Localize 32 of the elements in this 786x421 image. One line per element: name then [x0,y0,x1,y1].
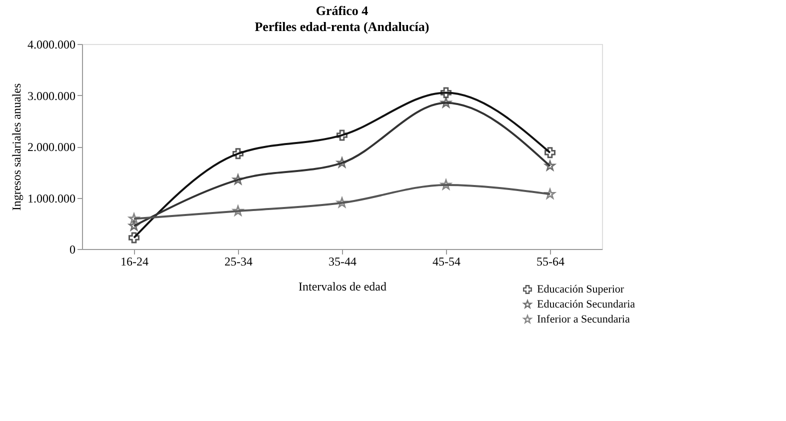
y-tick-label: 0 [70,242,76,256]
point [544,188,556,199]
point [336,157,348,168]
legend-label: Inferior a Secundaria [537,314,630,326]
point [232,206,244,216]
x-tick-label: 55-64 [536,254,564,268]
x-tick-label: 25-34 [224,254,252,268]
chart-title: Gráfico 4 [316,3,369,18]
x-tick-label: 35-44 [328,254,356,268]
point [336,197,348,208]
point [232,148,244,160]
y-tick-label: 1.000.000 [28,191,76,206]
x-tick-label: 16-24 [120,254,148,268]
x-axis-title: Intervalos de edad [298,280,386,294]
point [440,179,452,190]
legend-label: Educación Secundaria [537,298,636,310]
point [544,160,556,171]
point [128,213,140,224]
y-axis-title: Ingresos salariales anuales [10,83,24,211]
point [336,130,348,141]
point [440,87,452,98]
y-tick-label: 4.000.000 [28,38,76,52]
point [440,97,452,108]
chart-subtitle: Perfiles edad-renta (Andalucía) [254,19,430,34]
y-tick-label: 2.000.000 [28,140,76,154]
y-tick-label: 3.000.000 [28,88,76,103]
legend-label: Educación Superior [537,284,624,296]
point [544,147,556,158]
point [232,174,244,184]
point [128,232,140,244]
x-tick-label: 45-54 [432,254,460,268]
point [128,220,140,231]
